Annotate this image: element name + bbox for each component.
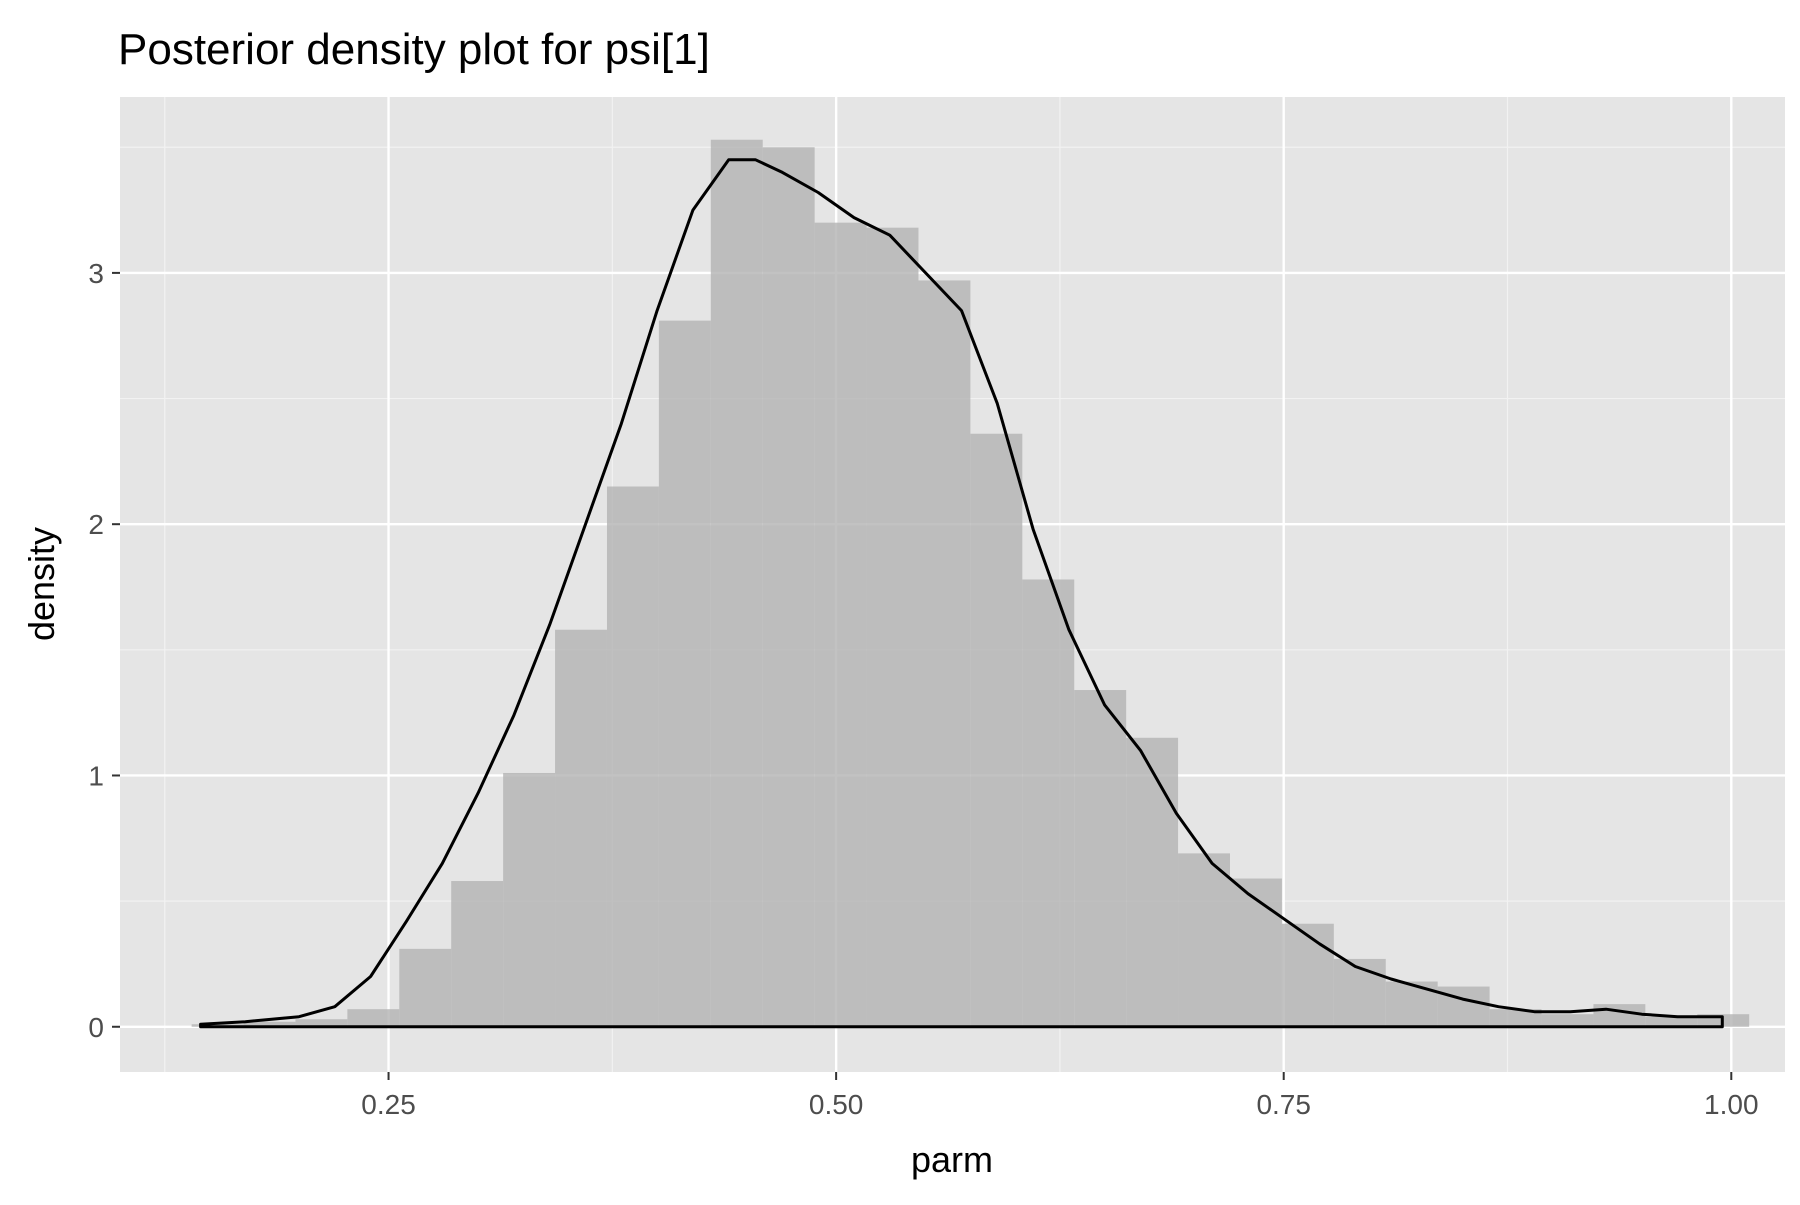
histogram-bar <box>1645 1016 1698 1027</box>
histogram-bar <box>451 881 504 1027</box>
axis-ticks <box>112 271 1733 1080</box>
histogram-bar <box>814 222 867 1027</box>
histogram-bar <box>762 147 815 1027</box>
histogram-bar <box>1126 737 1179 1027</box>
histogram-bar <box>1385 981 1438 1027</box>
chart-title: Posterior density plot for psi[1] <box>118 25 710 74</box>
x-tick-label: 1.00 <box>1704 1089 1759 1120</box>
histogram-bar <box>710 139 763 1027</box>
x-tick-label: 0.75 <box>1256 1089 1311 1120</box>
histogram-bar <box>399 948 452 1027</box>
histogram-bar <box>555 629 607 1027</box>
histogram-bar <box>1074 690 1127 1027</box>
histogram-bar <box>1437 986 1490 1027</box>
histogram-bar <box>243 1021 296 1027</box>
histogram-bar <box>1593 1004 1646 1027</box>
density-curve <box>199 158 1724 1029</box>
histogram-bar <box>1541 1014 1594 1027</box>
y-tick-label: 3 <box>88 258 104 289</box>
histogram-bar <box>1281 923 1334 1027</box>
histogram-bar <box>295 1019 348 1027</box>
histogram-bar <box>1230 878 1282 1027</box>
histogram-bar <box>866 227 919 1027</box>
histogram-bar <box>347 1009 400 1027</box>
histogram-bars <box>191 139 1750 1027</box>
histogram-bar <box>970 433 1023 1027</box>
histogram-bar <box>606 486 659 1027</box>
histogram-bar <box>503 772 556 1027</box>
y-axis-title: density <box>21 527 62 641</box>
histogram-bar <box>918 280 971 1027</box>
x-tick-label: 0.50 <box>809 1089 864 1120</box>
histogram-bar <box>1022 579 1075 1027</box>
y-tick-label: 1 <box>88 760 104 791</box>
x-tick-label: 0.25 <box>361 1089 416 1120</box>
tick-labels: 0.25 0.50 0.75 1.00 0 1 2 3 <box>88 258 1758 1120</box>
x-axis-title: parm <box>911 1139 993 1180</box>
y-tick-label: 0 <box>88 1012 104 1043</box>
histogram-bar <box>1333 958 1386 1027</box>
histogram-bar <box>1178 853 1230 1027</box>
y-tick-label: 2 <box>88 509 104 540</box>
histogram-bar <box>658 320 711 1027</box>
histogram-bar <box>1489 1009 1542 1027</box>
